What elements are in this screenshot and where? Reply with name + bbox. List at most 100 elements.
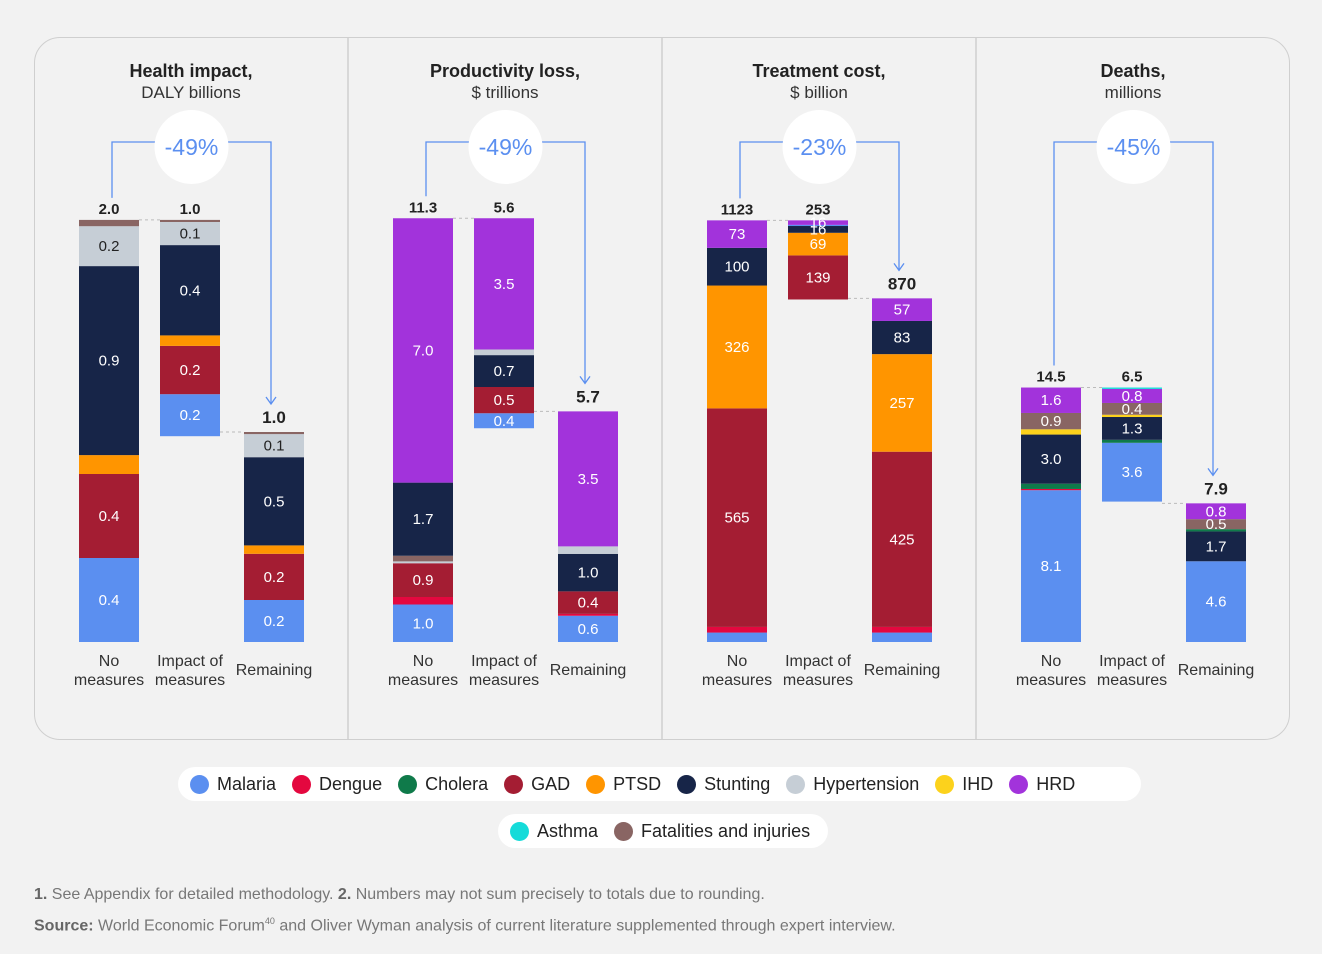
- bar-segment-stunting: [79, 266, 139, 456]
- segment-value-label: 69: [810, 236, 827, 253]
- bar-segment-ptsd: [872, 354, 932, 452]
- segment-value-label: 0.9: [99, 353, 120, 370]
- segment-value-label: 0.4: [578, 595, 599, 612]
- legend-item-hypertension: Hypertension: [786, 774, 919, 795]
- bar-segment-hrd: [393, 218, 453, 483]
- segment-value-label: 0.2: [264, 613, 285, 630]
- segment-value-label: 3.5: [578, 471, 599, 488]
- bar-total-label: 7.9: [1204, 479, 1228, 498]
- segment-value-label: 0.4: [99, 508, 120, 525]
- legend-label-ihd: IHD: [962, 773, 994, 794]
- bar-segment-fatalities-and-injuries: [244, 432, 304, 435]
- panel-3: Treatment cost, $ billion 565 326 100 73 1123 N…: [702, 61, 940, 689]
- bar-total-label: 14.5: [1036, 369, 1065, 386]
- bar-total-label: 5.6: [494, 199, 515, 216]
- category-label: No measures: [702, 653, 772, 689]
- bar-segment-malaria: [474, 413, 534, 429]
- segment-value-label: 0.7: [494, 363, 515, 380]
- bar-segment-fatalities-and-injuries: [1186, 519, 1246, 530]
- category-label: Remaining: [550, 662, 626, 679]
- footnote-2-text: Numbers may not sum precisely to totals …: [351, 886, 765, 903]
- bar-segment-ptsd: [707, 285, 767, 409]
- legend-label-cholera: Cholera: [425, 773, 489, 794]
- legend-label-dengue: Dengue: [319, 773, 383, 794]
- category-label: Impact of measures: [155, 653, 225, 689]
- segment-value-label: 3.0: [1041, 451, 1062, 468]
- bar-total-label: 5.7: [576, 387, 600, 406]
- category-label: Impact of measures: [1097, 653, 1167, 689]
- segment-value-label: 0.9: [413, 572, 434, 589]
- segment-value-label: 0.4: [494, 413, 515, 430]
- legend-label-malaria: Malaria: [217, 773, 277, 794]
- category-label: Remaining: [1178, 662, 1254, 679]
- bar-segment-stunting: [1021, 434, 1081, 484]
- legend-label-ptsd: PTSD: [613, 773, 662, 794]
- reduction-percent: -49%: [479, 134, 533, 160]
- segment-value-label: 0.9: [1041, 413, 1062, 430]
- segment-value-label: 0.8: [1206, 503, 1227, 520]
- segment-value-label: 257: [889, 395, 914, 412]
- segment-value-label: 3.5: [494, 276, 515, 293]
- bar-segment-fatalities-and-injuries: [1021, 412, 1081, 430]
- segment-value-label: 425: [889, 531, 914, 548]
- segment-value-label: 1.3: [1122, 420, 1143, 437]
- category-label: No measures: [388, 653, 458, 689]
- bar-segment-dengue: [393, 597, 453, 605]
- chart-svg: Health impact, DALY billions 0.4 0.4 0.9 0.2 2…: [74, 38, 1254, 740]
- bar-segment-malaria: [1021, 490, 1081, 642]
- bar-segment-ptsd: [79, 455, 139, 474]
- reduction-arrowhead: [1207, 467, 1219, 477]
- bar-segment-stunting: [707, 247, 767, 286]
- segment-value-label: 57: [894, 302, 911, 319]
- bar-total-label: 253: [805, 201, 830, 218]
- bar-segment-stunting: [393, 482, 453, 556]
- bar-segment-malaria: [160, 394, 220, 437]
- panel-title: Productivity loss,: [430, 61, 580, 81]
- bar-segment-gad: [160, 345, 220, 395]
- bar-segment-ihd: [1021, 429, 1081, 435]
- segment-value-label: 1.7: [413, 511, 434, 528]
- bar-segment-hrd: [788, 220, 848, 225]
- legend-label-hrd: HRD: [1036, 773, 1076, 794]
- bar-segment-hrd: [1102, 388, 1162, 403]
- bar-segment-fatalities-and-injuries: [160, 219, 220, 222]
- segment-value-label: 16: [810, 215, 827, 232]
- bar-total-label: 1123: [721, 201, 754, 218]
- segment-value-label: 7.0: [413, 342, 434, 359]
- segment-value-label: 0.4: [99, 592, 120, 609]
- bar-segment-dengue: [1021, 488, 1081, 491]
- reduction-circle: [782, 110, 857, 184]
- panel-2: Productivity loss, $ trillions 1.0 0.9 1.7 7.…: [388, 61, 626, 689]
- bar-segment-fatalities-and-injuries: [393, 555, 453, 562]
- legend-item-ptsd: PTSD: [586, 774, 661, 795]
- bar-segment-gad: [788, 255, 848, 300]
- bar-segment-cholera: [1186, 529, 1246, 532]
- legend-swatch-ihd: [935, 774, 955, 794]
- segment-value-label: 0.4: [180, 282, 201, 299]
- bar-segment-dengue: [558, 613, 618, 616]
- bar-segment-ihd: [1102, 414, 1162, 418]
- bar-segment-hypertension: [79, 226, 139, 267]
- footnote-1-number: 1.: [34, 886, 48, 903]
- reduction-circle: [468, 110, 543, 184]
- panel-1: Health impact, DALY billions 0.4 0.4 0.9 0.2 2…: [74, 61, 312, 689]
- segment-value-label: 1.0: [578, 565, 599, 582]
- bar-segment-malaria: [393, 604, 453, 642]
- reduction-percent: -23%: [793, 134, 847, 160]
- bar-segment-dengue: [872, 626, 932, 633]
- bar-segment-hrd: [1021, 387, 1081, 413]
- bar-segment-fatalities-and-injuries: [79, 219, 139, 227]
- bar-segment-gad: [707, 408, 767, 627]
- reduction-circle: [1096, 110, 1171, 184]
- segment-value-label: 1.7: [1206, 538, 1227, 555]
- legend-swatch-gad: [504, 774, 524, 794]
- legend-item-fatalities-and-injuries: Fatalities and injuries: [614, 821, 810, 842]
- legend-item-stunting: Stunting: [677, 774, 770, 795]
- bar-segment-stunting: [474, 355, 534, 387]
- segment-value-label: 4.6: [1206, 594, 1227, 611]
- legend-swatch-cholera: [398, 774, 418, 794]
- legend-label-gad: GAD: [531, 773, 571, 794]
- legend-swatch-hypertension: [786, 774, 806, 794]
- bar-segment-stunting: [1102, 417, 1162, 440]
- segment-value-label: 0.4: [1122, 401, 1143, 418]
